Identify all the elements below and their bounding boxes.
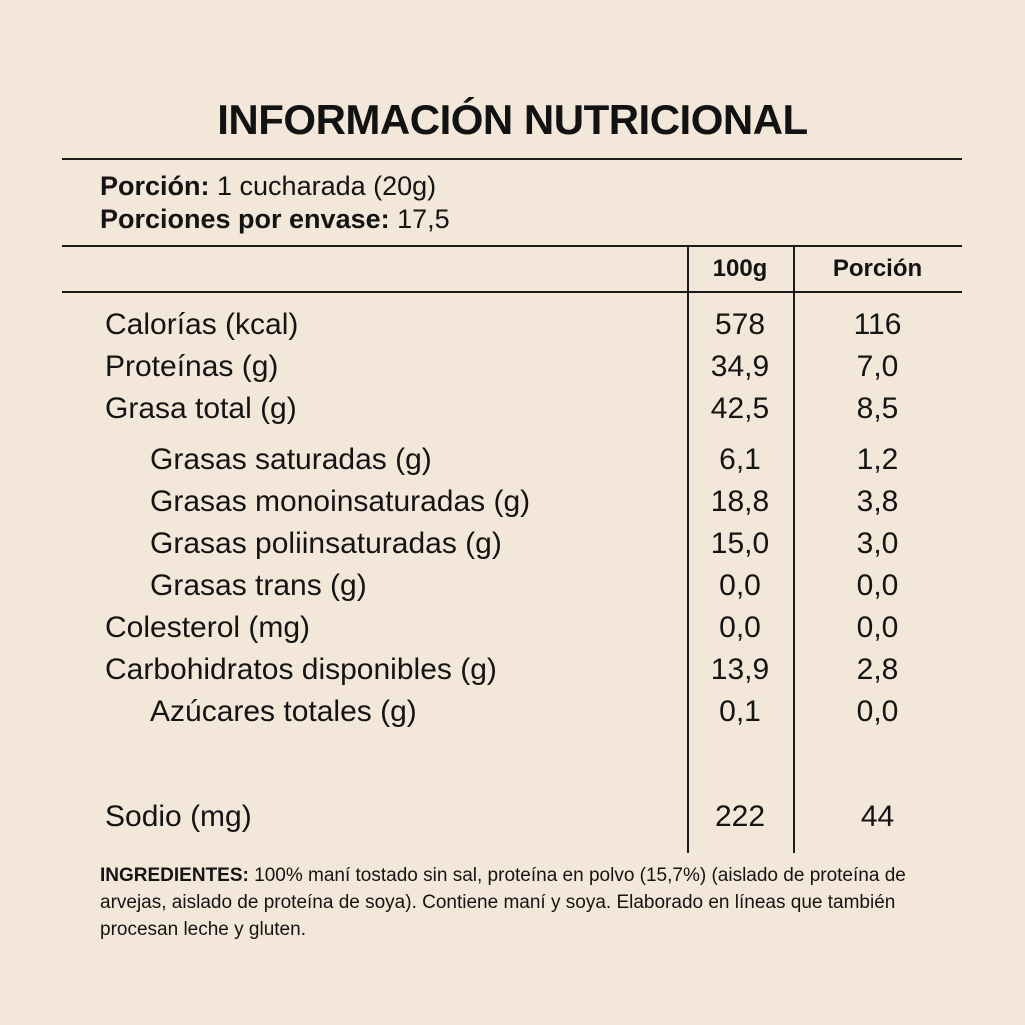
- table-row-carbohidratos: Carbohidratos disponibles (g) 13,9 2,8: [62, 649, 962, 691]
- column-divider-left: [687, 245, 689, 853]
- value-100g: 578: [714, 308, 766, 341]
- table-row-azucares: Azúcares totales (g) 0,1 0,0: [62, 691, 962, 733]
- value-portion: 3,8: [856, 485, 899, 518]
- table-row-grasas-poliinsaturadas: Grasas poliinsaturadas (g) 15,0 3,0: [62, 523, 962, 565]
- value-100g: 0,0: [719, 611, 761, 644]
- nutrient-name: Azúcares totales (g): [150, 695, 417, 728]
- value-portion: 7,0: [856, 350, 899, 383]
- nutrient-name: Colesterol (mg): [105, 611, 311, 644]
- value-100g: 42,5: [710, 392, 770, 425]
- servings-per-container-line: Porciones por envase: 17,5: [100, 203, 450, 236]
- table-header-row: 100g Porción: [62, 245, 962, 293]
- value-100g: 0,0: [719, 569, 761, 602]
- serving-info: Porción: 1 cucharada (20g) Porciones por…: [100, 170, 450, 236]
- ingredients-paragraph: INGREDIENTES: 100% maní tostado sin sal,…: [100, 862, 940, 943]
- serving-size-label: Porción:: [100, 171, 210, 201]
- nutrient-name: Grasas trans (g): [150, 569, 367, 602]
- value-portion: 1,2: [856, 443, 899, 476]
- ingredients-text: 100% maní tostado sin sal, proteína en p…: [100, 865, 906, 940]
- header-porcion: Porción: [832, 255, 923, 282]
- value-portion: 116: [853, 308, 902, 341]
- servings-per-container-value: 17,5: [389, 204, 450, 234]
- table-row-sodio: Sodio (mg) 222 44: [62, 796, 962, 838]
- header-100g: 100g: [712, 255, 768, 282]
- nutrient-name: Carbohidratos disponibles (g): [105, 653, 497, 686]
- table-row-colesterol: Colesterol (mg) 0,0 0,0: [62, 607, 962, 649]
- value-100g: 6,1: [719, 443, 761, 476]
- table-row-calorias: Calorías (kcal) 578 116: [62, 304, 962, 346]
- value-portion: 2,8: [856, 653, 899, 686]
- ingredients-label: INGREDIENTES:: [100, 865, 249, 886]
- value-100g: 18,8: [710, 485, 770, 518]
- value-portion: 0,0: [856, 611, 899, 644]
- nutrient-name: Sodio (mg): [105, 800, 252, 833]
- servings-per-container-label: Porciones por envase:: [100, 204, 390, 234]
- column-divider-right: [793, 245, 795, 853]
- serving-size-value: 1 cucharada (20g): [209, 171, 437, 201]
- value-100g: 0,1: [719, 695, 761, 728]
- table-row-grasas-monoinsaturadas: Grasas monoinsaturadas (g) 18,8 3,8: [62, 481, 962, 523]
- value-portion: 0,0: [856, 569, 899, 602]
- value-100g: 222: [714, 800, 766, 833]
- value-portion: 3,0: [856, 527, 899, 560]
- serving-size-line: Porción: 1 cucharada (20g): [100, 170, 450, 203]
- value-portion: 8,5: [856, 392, 899, 425]
- page-title: INFORMACIÓN NUTRICIONAL: [217, 96, 808, 143]
- table-body: Calorías (kcal) 578 116 Proteínas (g) 34…: [62, 293, 962, 838]
- value-portion: 44: [860, 800, 895, 833]
- table-row-grasas-saturadas: Grasas saturadas (g) 6,1 1,2: [62, 439, 962, 481]
- value-portion: 0,0: [856, 695, 899, 728]
- table-row-proteinas: Proteínas (g) 34,9 7,0: [62, 346, 962, 388]
- table-row-grasas-trans: Grasas trans (g) 0,0 0,0: [62, 565, 962, 607]
- nutrient-name: Grasas monoinsaturadas (g): [150, 485, 531, 518]
- nutrition-table: 100g Porción Calorías (kcal) 578 116 Pro…: [62, 245, 962, 853]
- nutrient-name: Grasas saturadas (g): [150, 443, 432, 476]
- table-row-grasa-total: Grasa total (g) 42,5 8,5: [62, 388, 962, 430]
- value-100g: 34,9: [710, 350, 770, 383]
- nutrient-name: Proteínas (g): [105, 350, 279, 383]
- divider-below-title: [62, 158, 962, 160]
- nutrient-name: Calorías (kcal): [105, 308, 299, 341]
- value-100g: 13,9: [710, 653, 770, 686]
- value-100g: 15,0: [710, 527, 770, 560]
- nutrient-name: Grasa total (g): [105, 392, 297, 425]
- nutrient-name: Grasas poliinsaturadas (g): [150, 527, 502, 560]
